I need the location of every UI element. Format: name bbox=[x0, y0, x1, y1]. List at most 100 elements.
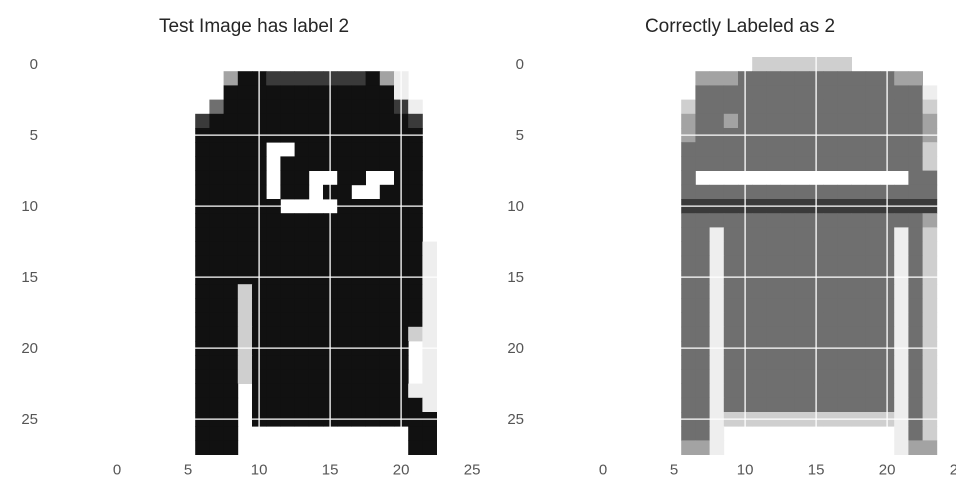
panel-left-pixel bbox=[366, 398, 381, 413]
panel-left-pixel bbox=[266, 313, 281, 328]
panel-right-pixel bbox=[766, 57, 781, 72]
panel-left-pixel bbox=[295, 256, 310, 271]
panel-left-pixel bbox=[351, 384, 366, 399]
panel-left-pixel bbox=[295, 398, 310, 413]
panel-right-pixel bbox=[908, 156, 923, 171]
panel-right-pixel bbox=[923, 142, 938, 157]
panel-left-pixel bbox=[224, 298, 239, 313]
panel-right-pixel bbox=[724, 313, 739, 328]
panel-left-pixel bbox=[337, 227, 352, 242]
panel-right-pixel bbox=[766, 327, 781, 342]
panel-left-pixel bbox=[280, 213, 295, 228]
panel-right-pixel bbox=[837, 57, 852, 72]
panel-left-pixel bbox=[408, 384, 423, 399]
panel-right-pixel bbox=[695, 298, 710, 313]
panel-right-pixel bbox=[710, 355, 725, 370]
panel-left-pixel bbox=[422, 355, 437, 370]
panel-right-pixel bbox=[781, 242, 796, 257]
panel-right-pixel bbox=[852, 355, 867, 370]
panel-left-pixel bbox=[380, 369, 395, 384]
panel-right-pixel bbox=[710, 100, 725, 115]
panel-left-pixel bbox=[209, 426, 224, 441]
panel-left-pixel bbox=[309, 142, 324, 157]
panel-left-pixel bbox=[280, 298, 295, 313]
panel-left-pixel bbox=[408, 185, 423, 200]
panel-right-pixel bbox=[781, 327, 796, 342]
panel-right-pixel bbox=[852, 142, 867, 157]
panel-right-pixel bbox=[681, 298, 696, 313]
panel-right-pixel bbox=[923, 114, 938, 129]
panel-left-pixel bbox=[238, 227, 253, 242]
panel-left-pixel bbox=[295, 369, 310, 384]
panel-right-pixel bbox=[908, 440, 923, 455]
panel-right-pixel bbox=[866, 298, 881, 313]
panel-right-x-axis: 0510152025 bbox=[599, 462, 956, 479]
panel-right-pixel bbox=[681, 142, 696, 157]
panel-left-pixel bbox=[366, 85, 381, 100]
panel-right-pixel bbox=[795, 398, 810, 413]
panel-right-pixel bbox=[837, 185, 852, 200]
panel-left-pixel bbox=[238, 156, 253, 171]
panel-right-pixel bbox=[766, 284, 781, 299]
panel-right-y-tick-label: 25 bbox=[507, 411, 524, 428]
panel-left-x-tick-label: 25 bbox=[464, 462, 481, 479]
panel-left-pixel bbox=[280, 71, 295, 86]
panel-right-pixel bbox=[781, 298, 796, 313]
panel-left-pixel bbox=[351, 114, 366, 129]
panel-left-pixel bbox=[238, 284, 253, 299]
panel-right-pixel bbox=[766, 185, 781, 200]
panel-left-pixel bbox=[366, 284, 381, 299]
panel-left-pixel bbox=[422, 256, 437, 271]
panel-right-pixel bbox=[724, 369, 739, 384]
panel-left-pixel bbox=[380, 284, 395, 299]
panel-right-x-tick-label: 15 bbox=[808, 462, 825, 479]
panel-right-pixel bbox=[752, 85, 767, 100]
panel-left-pixel bbox=[408, 440, 423, 455]
panel-left-y-tick-label: 10 bbox=[21, 198, 38, 215]
panel-right-pixel bbox=[695, 384, 710, 399]
panel-left-pixel bbox=[238, 256, 253, 271]
panel-right-pixel bbox=[766, 213, 781, 228]
panel-right-y-axis: 0510152025 bbox=[507, 56, 524, 428]
panel-right-pixel bbox=[795, 227, 810, 242]
panel-right-pixel bbox=[894, 256, 909, 271]
panel-right-pixel bbox=[766, 384, 781, 399]
panel-left-pixel bbox=[309, 156, 324, 171]
panel-left-pixel bbox=[280, 85, 295, 100]
panel-left-pixel bbox=[238, 142, 253, 157]
panel-left-pixel bbox=[351, 398, 366, 413]
panel-right-pixel bbox=[795, 57, 810, 72]
panel-right-pixel bbox=[837, 242, 852, 257]
panel-right-y-tick-label: 5 bbox=[516, 127, 524, 144]
panel-left-pixel bbox=[280, 156, 295, 171]
panel-left-y-axis: 0 5 10 15 20 25 bbox=[21, 56, 38, 428]
panel-left-pixel bbox=[422, 313, 437, 328]
panel-right-pixel bbox=[795, 242, 810, 257]
panel-right-pixel bbox=[724, 242, 739, 257]
panel-right-pixel bbox=[752, 57, 767, 72]
panel-left-pixel bbox=[366, 313, 381, 328]
panel-right-pixel bbox=[695, 71, 710, 86]
panel-left-pixel bbox=[422, 426, 437, 441]
panel-left-pixel bbox=[366, 256, 381, 271]
panel-right-pixel bbox=[695, 398, 710, 413]
panel-right-pixel bbox=[681, 369, 696, 384]
panel-left-pixel bbox=[422, 369, 437, 384]
panel-left-pixel bbox=[195, 142, 210, 157]
panel-right-pixel bbox=[823, 369, 838, 384]
panel-left-pixel bbox=[280, 384, 295, 399]
panel-left-pixel bbox=[209, 156, 224, 171]
panel-left-y-tick-label: 15 bbox=[21, 269, 38, 286]
panel-right-pixel bbox=[852, 185, 867, 200]
panel-right-pixel bbox=[823, 298, 838, 313]
panel-right-pixel bbox=[681, 426, 696, 441]
panel-left-pixel bbox=[380, 355, 395, 370]
panel-right-pixel bbox=[766, 227, 781, 242]
panel-left-pixel bbox=[280, 398, 295, 413]
panel-right-pixel bbox=[923, 156, 938, 171]
panel-right-title: Correctly Labeled as 2 bbox=[645, 16, 835, 37]
panel-right-pixel bbox=[908, 298, 923, 313]
panel-left-pixel bbox=[337, 85, 352, 100]
panel-right-pixel bbox=[781, 369, 796, 384]
panel-right-pixel bbox=[710, 298, 725, 313]
